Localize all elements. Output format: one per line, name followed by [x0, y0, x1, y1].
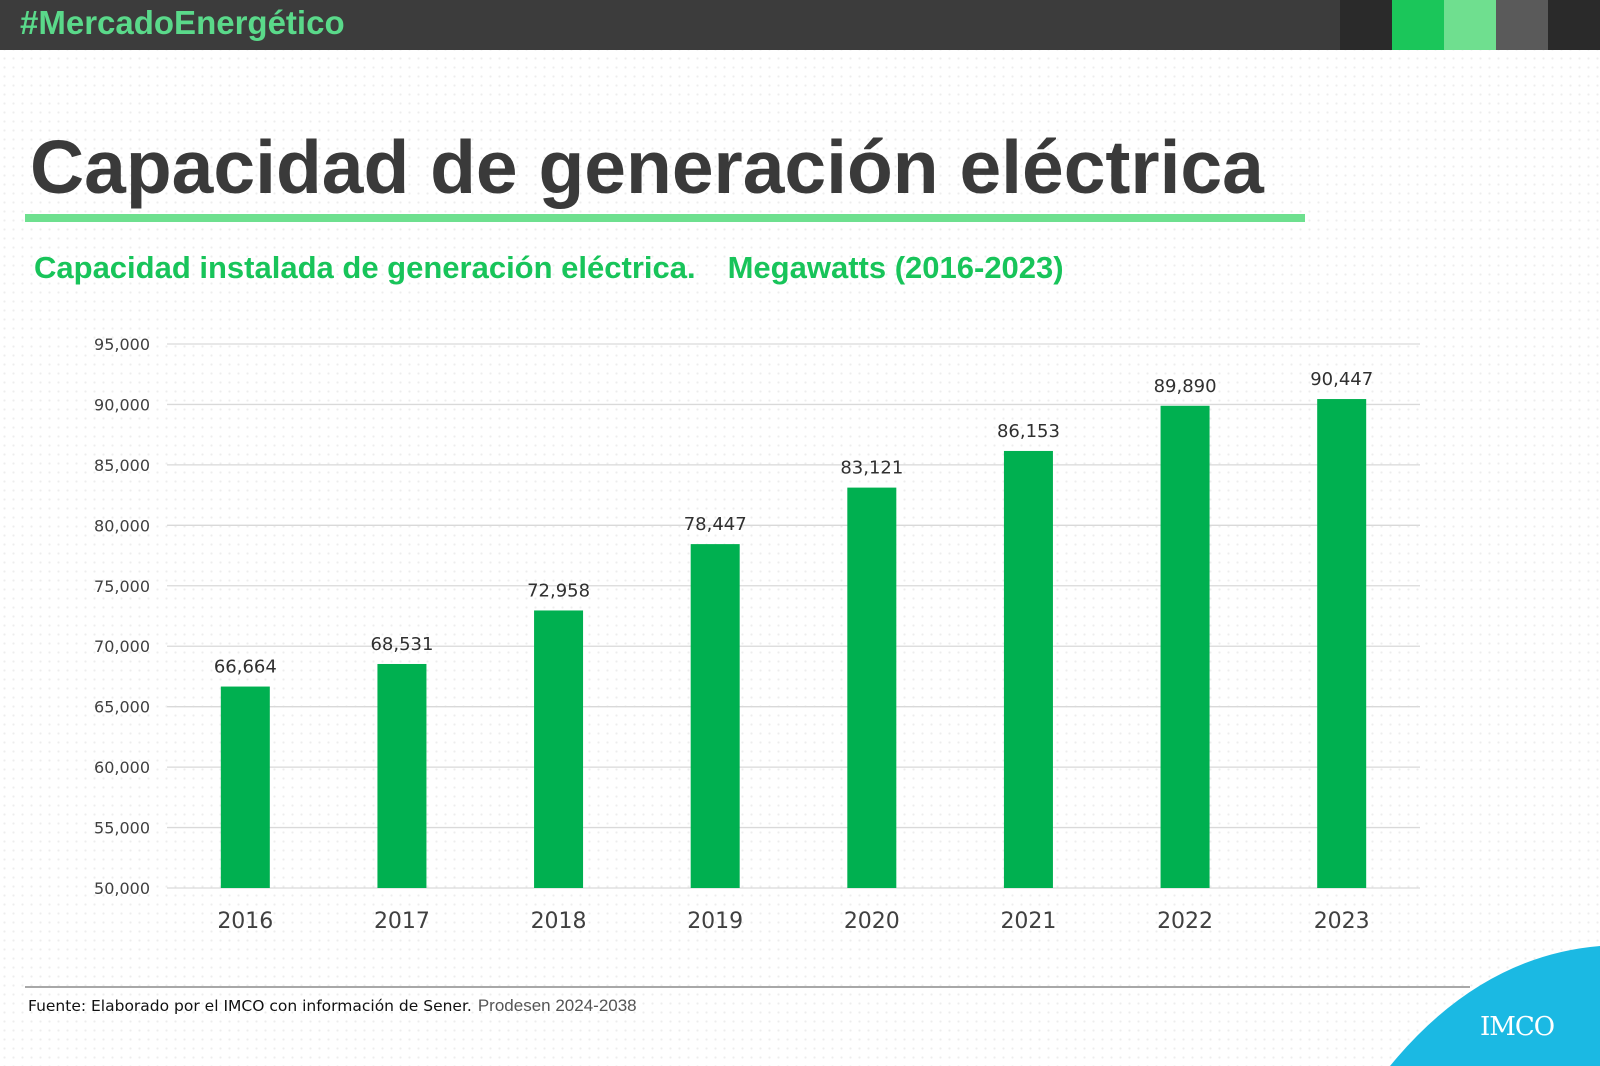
x-tick-label: 2018	[531, 909, 587, 934]
accent-blocks	[1340, 0, 1600, 50]
data-label: 83,121	[840, 458, 903, 479]
data-label: 68,531	[370, 634, 433, 655]
data-label: 89,890	[1154, 376, 1217, 397]
data-label: 72,958	[527, 580, 590, 601]
page-title: Capacidad de generación eléctrica	[30, 125, 1264, 209]
x-tick-label: 2022	[1157, 909, 1213, 934]
y-tick-label: 95,000	[94, 335, 150, 354]
y-tick-label: 85,000	[94, 456, 150, 475]
x-tick-label: 2016	[217, 909, 273, 934]
accent-block-5	[1548, 0, 1600, 50]
accent-block-3	[1444, 0, 1496, 50]
y-tick-label: 55,000	[94, 819, 150, 838]
y-tick-label: 60,000	[94, 758, 150, 777]
top-bar: #MercadoEnergético	[0, 0, 1600, 50]
data-label: 78,447	[684, 514, 747, 535]
accent-block-1	[1340, 0, 1392, 50]
bar	[534, 610, 584, 888]
x-tick-label: 2019	[687, 909, 743, 934]
bar	[1317, 399, 1367, 888]
bar	[847, 487, 897, 888]
accent-block-4	[1496, 0, 1548, 50]
source-divider	[25, 986, 1470, 988]
bar	[220, 686, 270, 888]
data-label: 90,447	[1310, 369, 1373, 390]
y-tick-label: 50,000	[94, 879, 150, 898]
source-extra: Prodesen 2024-2038	[477, 996, 637, 1015]
y-tick-label: 70,000	[94, 637, 150, 656]
data-label: 86,153	[997, 421, 1060, 442]
y-tick-label: 80,000	[94, 516, 150, 535]
logo-shape	[1390, 946, 1600, 1066]
bar	[1003, 450, 1053, 888]
imco-logo: IMCO	[1480, 1012, 1555, 1042]
x-tick-label: 2020	[844, 909, 900, 934]
logo-background	[1390, 946, 1600, 1066]
hashtag-title: #MercadoEnergético	[20, 4, 345, 41]
subtitle-main: Capacidad instalada de generación eléctr…	[34, 250, 696, 285]
title-underline	[25, 214, 1305, 222]
source-text: Fuente: Elaborado por el IMCO con inform…	[28, 997, 472, 1015]
y-tick-label: 75,000	[94, 577, 150, 596]
chart-subtitle: Capacidad instalada de generación eléctr…	[34, 250, 1064, 286]
data-label: 66,664	[214, 657, 277, 678]
x-tick-label: 2021	[1000, 909, 1056, 934]
subtitle-unit: Megawatts (2016-2023)	[727, 250, 1064, 285]
bar	[377, 663, 427, 888]
x-tick-label: 2017	[374, 909, 430, 934]
bar	[690, 544, 740, 888]
y-tick-label: 90,000	[94, 395, 150, 414]
y-tick-label: 65,000	[94, 698, 150, 717]
bar	[1160, 405, 1210, 888]
source-note: Fuente: Elaborado por el IMCO con inform…	[28, 996, 637, 1016]
accent-block-2	[1392, 0, 1444, 50]
bar-chart: 50,000 55,000 60,000 65,000 70,000 75,000 80,0…	[94, 335, 1420, 934]
x-tick-label: 2023	[1314, 909, 1370, 934]
